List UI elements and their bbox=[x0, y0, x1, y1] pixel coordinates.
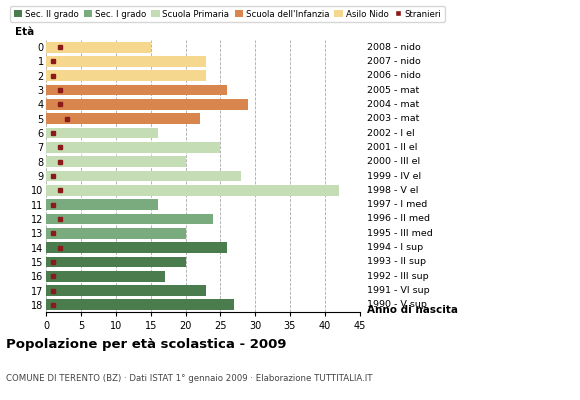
Bar bbox=[46, 285, 206, 296]
Bar bbox=[46, 214, 213, 224]
Bar bbox=[46, 142, 220, 153]
Text: 1990 - V sup: 1990 - V sup bbox=[367, 300, 427, 309]
Bar bbox=[46, 228, 186, 239]
Text: Età: Età bbox=[15, 27, 34, 37]
Legend: Sec. II grado, Sec. I grado, Scuola Primaria, Scuola dell'Infanzia, Asilo Nido, : Sec. II grado, Sec. I grado, Scuola Prim… bbox=[10, 6, 445, 22]
Text: Popolazione per età scolastica - 2009: Popolazione per età scolastica - 2009 bbox=[6, 338, 287, 351]
Bar bbox=[46, 271, 165, 282]
Text: Anno di nascita: Anno di nascita bbox=[367, 305, 458, 315]
Text: 2005 - mat: 2005 - mat bbox=[367, 86, 419, 95]
Bar bbox=[46, 113, 200, 124]
Text: 2001 - II el: 2001 - II el bbox=[367, 143, 417, 152]
Bar bbox=[46, 128, 158, 138]
Text: 2007 - nido: 2007 - nido bbox=[367, 57, 420, 66]
Text: 1996 - II med: 1996 - II med bbox=[367, 214, 430, 224]
Text: COMUNE DI TERENTO (BZ) · Dati ISTAT 1° gennaio 2009 · Elaborazione TUTTITALIA.IT: COMUNE DI TERENTO (BZ) · Dati ISTAT 1° g… bbox=[6, 374, 372, 383]
Bar bbox=[46, 42, 151, 52]
Text: 1997 - I med: 1997 - I med bbox=[367, 200, 427, 209]
Bar bbox=[46, 56, 206, 67]
Text: 1998 - V el: 1998 - V el bbox=[367, 186, 418, 195]
Text: 1999 - IV el: 1999 - IV el bbox=[367, 172, 421, 180]
Bar bbox=[46, 256, 186, 267]
Text: 1991 - VI sup: 1991 - VI sup bbox=[367, 286, 429, 295]
Text: 2002 - I el: 2002 - I el bbox=[367, 128, 415, 138]
Bar bbox=[46, 171, 241, 181]
Text: 2003 - mat: 2003 - mat bbox=[367, 114, 419, 123]
Bar bbox=[46, 156, 186, 167]
Bar bbox=[46, 85, 227, 96]
Text: 2004 - mat: 2004 - mat bbox=[367, 100, 419, 109]
Text: 1994 - I sup: 1994 - I sup bbox=[367, 243, 423, 252]
Bar bbox=[46, 300, 234, 310]
Text: 1995 - III med: 1995 - III med bbox=[367, 229, 433, 238]
Bar bbox=[46, 199, 158, 210]
Bar bbox=[46, 185, 339, 196]
Text: 2008 - nido: 2008 - nido bbox=[367, 43, 420, 52]
Text: 1993 - II sup: 1993 - II sup bbox=[367, 257, 426, 266]
Text: 1992 - III sup: 1992 - III sup bbox=[367, 272, 429, 281]
Bar bbox=[46, 70, 206, 81]
Text: 2000 - III el: 2000 - III el bbox=[367, 157, 420, 166]
Bar bbox=[46, 242, 227, 253]
Bar bbox=[46, 99, 248, 110]
Text: 2006 - nido: 2006 - nido bbox=[367, 71, 420, 80]
